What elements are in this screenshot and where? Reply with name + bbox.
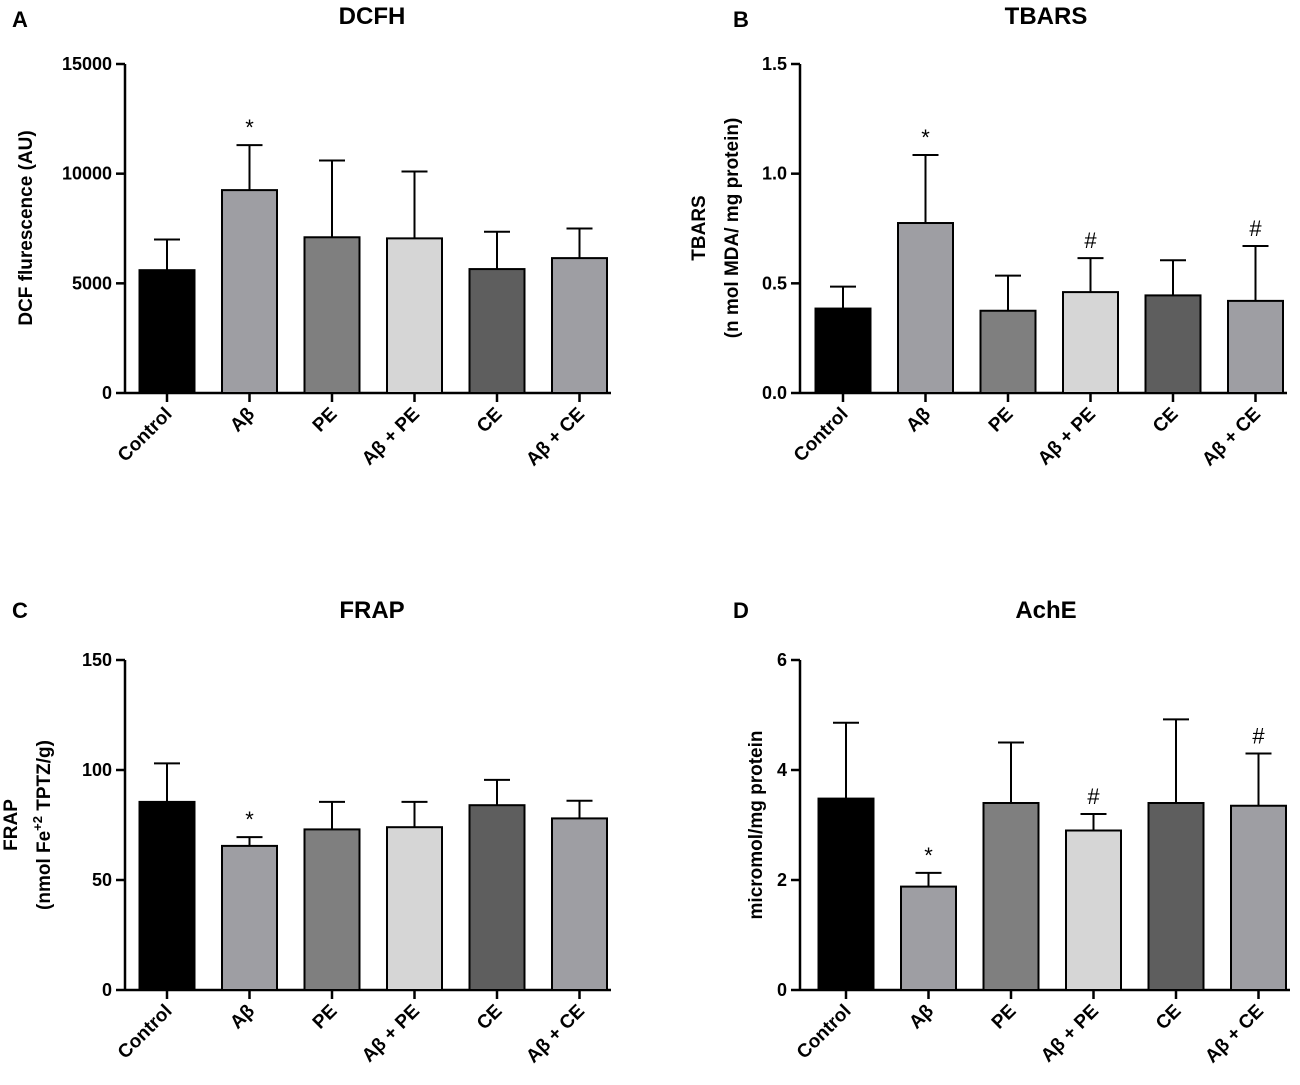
- significance-marker: *: [921, 125, 930, 150]
- panel-letter: C: [12, 598, 28, 623]
- bar: [551, 257, 608, 394]
- x-tick-label: Control: [114, 404, 177, 467]
- bar: [1227, 299, 1284, 395]
- x-tick-label: PE: [309, 1001, 342, 1034]
- x-tick-label: Aβ: [905, 1001, 938, 1034]
- x-tick-label: Aβ + CE: [1201, 1001, 1268, 1068]
- y-tick-label: 5000: [72, 273, 112, 293]
- x-tick-label: CE: [1152, 1001, 1186, 1035]
- y-tick-label: 0: [102, 980, 112, 1000]
- significance-marker: *: [245, 807, 254, 832]
- y-axis-label: (n mol MDA/ mg protein): [722, 118, 743, 339]
- chart-title: DCFH: [339, 3, 406, 30]
- bar: [468, 268, 526, 394]
- significance-marker: #: [1249, 216, 1262, 241]
- x-tick-label: PE: [985, 404, 1018, 437]
- x-tick-label: Aβ: [226, 1001, 259, 1034]
- x-tick-label: Control: [790, 404, 853, 467]
- chart-panel-d: D AchE micromol/mg protein 0 2 4 6 Control Aβ * PE…: [733, 597, 1290, 1067]
- significance-marker: #: [1087, 784, 1100, 809]
- bar: [900, 885, 957, 991]
- x-tick-label: Aβ + CE: [522, 404, 589, 471]
- x-tick-label: PE: [988, 1001, 1021, 1034]
- bar: [1065, 829, 1122, 991]
- bar: [303, 828, 361, 992]
- x-tick-label: Aβ + PE: [1037, 1001, 1103, 1067]
- y-tick-label: 4: [777, 760, 787, 780]
- y-tick-label: 0: [777, 980, 787, 1000]
- panel-letter: D: [733, 598, 749, 623]
- bar: [138, 800, 196, 992]
- x-tick-label: Aβ + PE: [358, 404, 424, 470]
- chart-panel-a: A DCFH DCF flurescence (AU) 0 5000 10000 15000…: [12, 3, 611, 470]
- significance-marker: *: [245, 115, 254, 140]
- y-axis-label: (nmol Fe+2 TPTZ/g): [30, 740, 55, 910]
- x-tick-label: Control: [114, 1001, 177, 1064]
- x-tick-label: Aβ + PE: [1034, 404, 1100, 470]
- bar: [982, 802, 1040, 991]
- y-tick-label: 100: [82, 760, 112, 780]
- chart-panel-c: C FRAP FRAP (nmol Fe+2 TPTZ/g) 0 50 100 150 Cont…: [1, 597, 611, 1067]
- y-tick-label: 0.5: [762, 273, 787, 293]
- x-tick-label: Aβ: [226, 404, 259, 437]
- y-tick-label: 50: [92, 870, 112, 890]
- chart-title: FRAP: [339, 597, 404, 624]
- y-axis-label: DCF flurescence (AU): [16, 130, 37, 325]
- x-tick-label: Control: [793, 1001, 856, 1064]
- significance-marker: #: [1252, 724, 1265, 749]
- panel-letter: B: [733, 7, 749, 32]
- bar: [814, 307, 872, 395]
- x-tick-label: CE: [473, 404, 507, 438]
- chart-panel-b: B TBARS TBARS (n mol MDA/ mg protein) 0.0 0.5…: [689, 3, 1287, 470]
- significance-marker: *: [924, 843, 933, 868]
- bar: [551, 817, 608, 992]
- bar: [138, 269, 196, 395]
- y-tick-label: 2: [777, 870, 787, 890]
- x-tick-label: PE: [309, 404, 342, 437]
- y-tick-label: 150: [82, 650, 112, 670]
- panel-letter: A: [12, 7, 28, 32]
- bar: [1062, 291, 1119, 394]
- bar: [1144, 294, 1202, 394]
- y-tick-label: 1.0: [762, 164, 787, 184]
- y-tick-label: 10000: [62, 164, 112, 184]
- y-tick-label: 15000: [62, 54, 112, 74]
- bar: [221, 844, 278, 992]
- chart-title: AchE: [1015, 597, 1076, 624]
- x-tick-label: Aβ + PE: [358, 1001, 424, 1067]
- bar: [303, 236, 361, 394]
- bar: [1147, 802, 1205, 991]
- y-tick-label: 6: [777, 650, 787, 670]
- bar: [386, 826, 443, 992]
- bar: [468, 804, 526, 992]
- significance-marker: #: [1084, 228, 1097, 253]
- bar: [817, 797, 875, 991]
- x-tick-label: Aβ: [902, 404, 935, 437]
- x-tick-label: CE: [473, 1001, 507, 1035]
- y-axis-label: TBARS: [689, 195, 710, 260]
- bar: [979, 309, 1037, 394]
- chart-title: TBARS: [1005, 3, 1088, 30]
- bar: [221, 189, 278, 394]
- y-tick-label: 1.5: [762, 54, 787, 74]
- y-tick-label: 0.0: [762, 383, 787, 403]
- bar: [1230, 804, 1287, 991]
- bar: [386, 237, 443, 394]
- x-tick-label: Aβ + CE: [522, 1001, 589, 1068]
- bar: [897, 222, 954, 394]
- x-tick-label: CE: [1149, 404, 1183, 438]
- y-axis-label: micromol/mg protein: [746, 731, 767, 920]
- y-tick-label: 0: [102, 383, 112, 403]
- x-tick-label: Aβ + CE: [1198, 404, 1265, 471]
- y-axis-label: FRAP: [1, 799, 22, 851]
